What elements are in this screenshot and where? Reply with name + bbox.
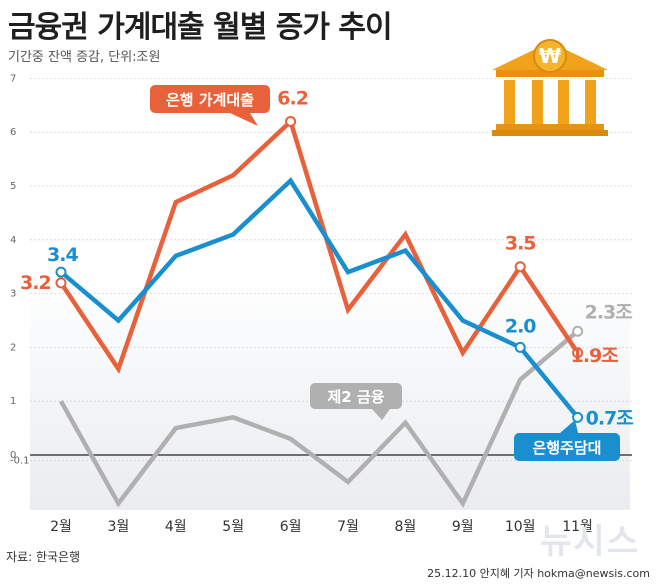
x-tick-label: 7월	[337, 519, 359, 535]
credit-line: 25.12.10 안지혜 기자 hokma@newsis.com	[427, 567, 650, 580]
y-tick-label: 5	[10, 181, 16, 192]
series-callout: 은행주담대	[514, 420, 620, 461]
x-tick-label: 10월	[505, 519, 536, 535]
y-axis-ticks: 7 6 5 4 3 2 1 0-0.1	[10, 73, 30, 466]
y-tick-label: 3	[10, 289, 16, 300]
x-tick-label: 8월	[395, 519, 417, 535]
y-tick-label: -0.1	[10, 455, 30, 466]
x-axis-ticks: 2월 3월 4월 5월 6월 7월 8월 9월 10월 11월	[50, 519, 593, 535]
data-point-marker	[514, 341, 526, 353]
data-point-marker	[55, 277, 67, 289]
x-tick-label: 11월	[562, 519, 593, 535]
data-labels: 3.2 6.2 3.5 1.9조 3.4 2.0 0.7조 2.3조	[20, 87, 634, 429]
y-tick-label: 0	[10, 450, 16, 461]
x-tick-label: 3월	[108, 519, 130, 535]
x-tick-label: 4월	[165, 519, 187, 535]
series-line	[59, 177, 580, 419]
data-point-marker	[572, 411, 584, 423]
data-label: 0.7조	[586, 407, 634, 429]
series-callout-label: 은행주담대	[532, 439, 601, 457]
x-tick-label: 9월	[452, 519, 474, 535]
chart-title: 금융권 가계대출 월별 증가 추이	[8, 10, 393, 45]
data-label: 6.2	[277, 87, 308, 109]
y-tick-label: 7	[10, 73, 16, 84]
y-tick-label: 4	[10, 235, 16, 246]
x-tick-label: 6월	[280, 519, 302, 535]
bank-building-won-icon: ₩	[492, 39, 608, 136]
data-label: 3.5	[505, 233, 536, 255]
data-point-marker	[514, 261, 526, 273]
data-point-marker	[285, 115, 297, 127]
series-line	[59, 329, 580, 508]
data-point-marker	[572, 347, 584, 359]
data-point-marker	[572, 325, 584, 337]
data-label: 1.9조	[571, 345, 619, 367]
series-callout-label: 제2 금융	[327, 388, 384, 406]
data-label: 2.0	[505, 315, 536, 337]
data-label: 3.2	[20, 272, 51, 294]
data-point-marker	[55, 266, 67, 278]
x-tick-label: 5월	[222, 519, 244, 535]
watermark: 뉴시스	[540, 522, 640, 562]
data-label: 3.4	[47, 244, 78, 266]
series-callout: 은행 가계대출	[150, 85, 270, 126]
data-label: 2.3조	[585, 301, 633, 323]
series-lines	[55, 115, 584, 508]
series-callout-label: 은행 가계대출	[166, 91, 254, 109]
source-note: 자료: 한국은행	[6, 550, 81, 564]
svg-text:₩: ₩	[539, 44, 561, 68]
chart-subtitle: 기간중 잔액 증감, 단위:조원	[8, 50, 161, 65]
y-tick-label: 1	[10, 396, 16, 407]
x-tick-label: 2월	[50, 519, 72, 535]
series-callout: 제2 금융	[310, 383, 402, 420]
y-tick-label: 2	[10, 342, 16, 353]
y-tick-label: 6	[10, 127, 16, 138]
